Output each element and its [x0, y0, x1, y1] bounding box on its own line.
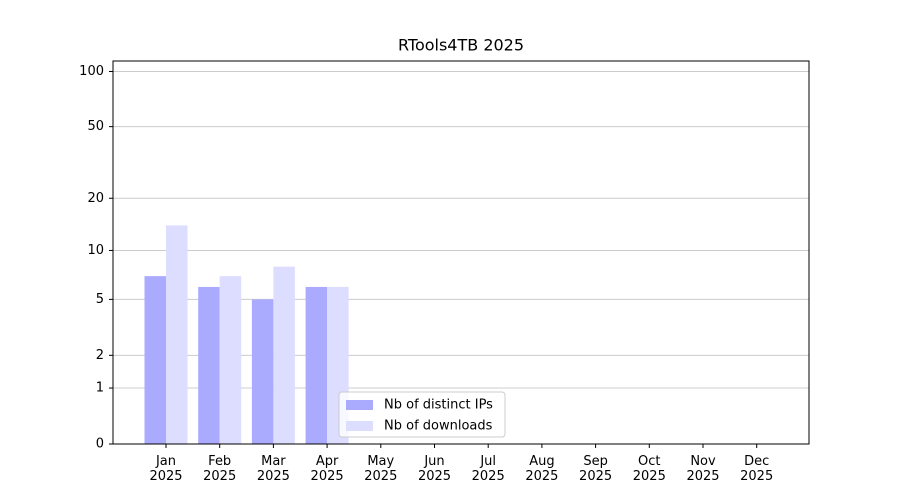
- legend-swatch: [346, 421, 373, 431]
- y-tick-label: 20: [87, 191, 104, 206]
- chart-title: RTools4TB 2025: [398, 36, 524, 55]
- x-tick-label: May 2025: [364, 454, 398, 484]
- bar: [219, 276, 242, 444]
- bar: [273, 266, 295, 444]
- y-tick-label: 10: [87, 243, 104, 258]
- legend-box: [338, 391, 506, 438]
- x-tick-label: Oct 2025: [632, 454, 666, 484]
- x-tick-label: Jul 2025: [471, 454, 505, 484]
- x-tick-label: Aug 2025: [525, 454, 559, 484]
- bar: [144, 276, 166, 444]
- y-tick-label: 2: [96, 348, 104, 363]
- plot-frame: [112, 60, 810, 445]
- x-tick-label: Jan 2025: [149, 454, 183, 484]
- y-tick-label: 1: [96, 381, 104, 396]
- bar: [166, 225, 188, 444]
- x-tick-label: Feb 2025: [203, 454, 237, 484]
- x-tick-label: Mar 2025: [256, 454, 290, 484]
- y-tick-label: 50: [87, 119, 104, 134]
- x-tick-label: Nov 2025: [686, 454, 720, 484]
- y-tick-label: 0: [96, 437, 104, 452]
- bar: [251, 299, 274, 444]
- bar: [305, 286, 328, 444]
- x-tick-label: Apr 2025: [310, 454, 344, 484]
- y-tick-label: 100: [79, 64, 104, 79]
- legend-swatch: [346, 400, 373, 410]
- bar: [198, 286, 220, 444]
- legend-label: Nb of distinct IPs: [384, 398, 493, 413]
- x-tick-label: Sep 2025: [579, 454, 613, 484]
- x-tick-label: Jun 2025: [417, 454, 452, 484]
- y-tick-label: 5: [96, 292, 104, 307]
- x-tick-label: Dec 2025: [740, 454, 774, 484]
- legend-label: Nb of downloads: [384, 419, 493, 434]
